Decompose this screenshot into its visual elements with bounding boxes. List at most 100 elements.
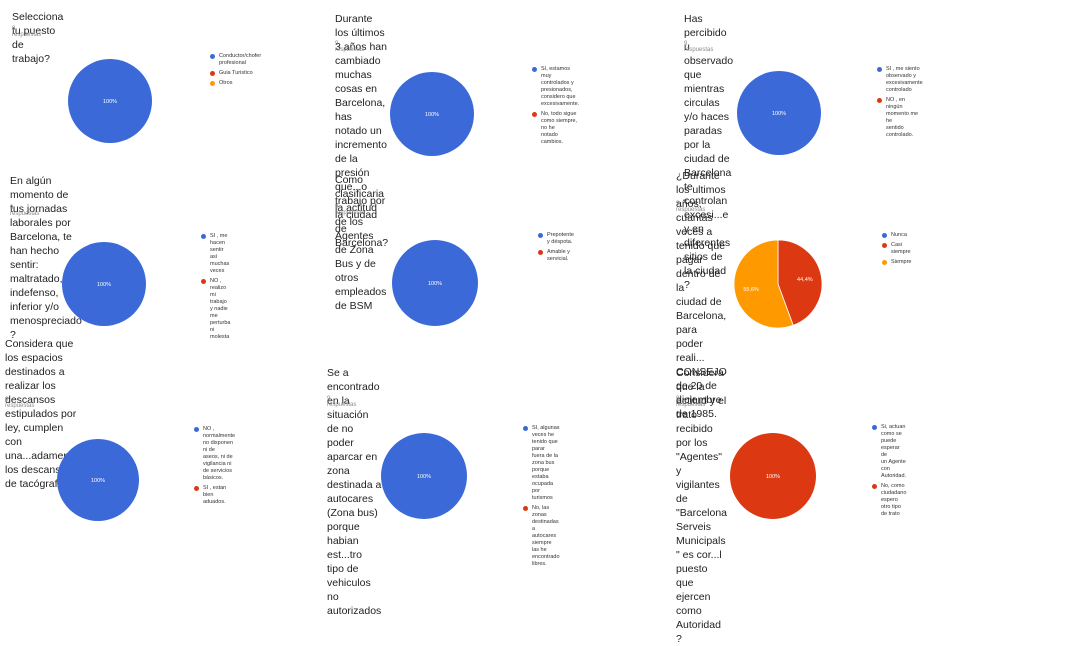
question-title: En algún momento de tus jornadas laboral… <box>10 175 82 341</box>
chart-legend: Sí, estamos muy controlados y presionado… <box>532 66 579 149</box>
pie-chart: 100% <box>390 72 474 156</box>
legend-label: No, todo sigue como siempre, no he notad… <box>541 111 578 145</box>
question-title: ¿Durante los ultimos años, cuantas veces… <box>676 170 727 420</box>
pie-chart: 100% <box>62 242 146 326</box>
pie-slice <box>390 72 474 156</box>
legend-item[interactable]: Nunca <box>882 232 911 239</box>
legend-swatch-icon <box>201 279 206 284</box>
legend-label: Nunca <box>891 232 907 238</box>
response-count: 9 respuestas <box>335 204 365 216</box>
pie-slice <box>392 240 478 326</box>
response-count: 9 respuestas <box>684 41 714 53</box>
question-title: Durante los últimos 3 años han cambiado … <box>335 13 389 249</box>
response-count: 9 respuestas <box>335 41 365 53</box>
legend-swatch-icon <box>201 234 206 239</box>
pie-chart: 100% <box>68 59 152 143</box>
legend-label: Otros <box>219 80 233 86</box>
question-title: Se a encontrado en la situación de no po… <box>327 367 382 617</box>
response-count: 9 respuestas <box>327 396 357 408</box>
legend-swatch-icon <box>882 233 887 238</box>
slice-label: 100% <box>91 478 105 484</box>
pie-slice <box>777 239 823 326</box>
legend-swatch-icon <box>210 54 215 59</box>
legend-item[interactable]: Amable y servicial. <box>538 249 574 263</box>
legend-label: SI , estan bien aduados. <box>203 485 227 505</box>
chart-legend: SI , me hacen sentir así muchas veces NO … <box>201 233 231 344</box>
legend-label: SI , me hacen sentir así muchas veces <box>210 233 230 274</box>
legend-swatch-icon <box>523 426 528 431</box>
chart-legend: Prepotente y déspota. Amable y servicial. <box>538 232 574 266</box>
chart-legend: Nunca Casi siempre Siempre <box>882 232 911 269</box>
legend-label: Si, actuan como se puede esperar de un A… <box>881 424 907 479</box>
legend-item[interactable]: SI , estan bien aduados. <box>194 485 235 506</box>
response-count: 9 respuestas <box>12 26 42 38</box>
legend-label: NO , en ningún momento me he sentido con… <box>886 97 919 138</box>
legend-swatch-icon <box>538 233 543 238</box>
slice-label: 100% <box>425 112 439 118</box>
response-count: 9 respuestas <box>676 396 706 408</box>
legend-item[interactable]: Siempre <box>882 259 911 266</box>
legend-swatch-icon <box>210 81 215 86</box>
slice-label: 100% <box>766 474 780 480</box>
legend-label: Siempre <box>891 259 912 265</box>
legend-item[interactable]: NO , realizo mi trabajo y nadie me pertu… <box>201 278 231 341</box>
legend-item[interactable]: Prepotente y déspota. <box>538 232 574 246</box>
legend-item[interactable]: No, las zonas destinadas a autocares sie… <box>523 505 560 568</box>
legend-swatch-icon <box>523 506 528 511</box>
pie-slice <box>62 242 146 326</box>
legend-label: No, las zonas destinadas a autocares sie… <box>532 505 560 567</box>
slice-label: 100% <box>97 282 111 288</box>
legend-swatch-icon <box>877 67 882 72</box>
slice-label: 44,4% <box>797 277 813 283</box>
legend-label: NO , normalmente no disponen ni de aseos… <box>203 426 236 481</box>
legend-label: SI , me siento observado y excesivamente… <box>886 66 923 93</box>
question-title: Considera que los espacios destinados a … <box>5 338 78 490</box>
chart-legend: NO , normalmente no disponen ni de aseos… <box>194 426 235 509</box>
slice-label: 100% <box>103 99 117 105</box>
legend-label: NO , realizo mi trabajo y nadie me pertu… <box>210 278 231 340</box>
pie-chart: 100% <box>392 240 478 326</box>
legend-label: Sí, estamos muy controlados y presionado… <box>541 66 580 107</box>
legend-item[interactable]: Casi siempre <box>882 242 911 256</box>
legend-item[interactable]: No, todo sigue como siempre, no he notad… <box>532 111 579 146</box>
legend-label: Guia Turistico <box>219 70 253 76</box>
legend-item[interactable]: NO , en ningún momento me he sentido con… <box>877 97 923 139</box>
pie-slice <box>737 71 821 155</box>
slice-label: 55,6% <box>743 287 759 293</box>
pie-chart: 100% <box>57 439 139 521</box>
legend-swatch-icon <box>194 486 199 491</box>
legend-label: Conductor/chofer profesional <box>219 53 262 66</box>
legend-item[interactable]: Conductor/chofer profesional <box>210 53 261 67</box>
legend-swatch-icon <box>210 71 215 76</box>
legend-item[interactable]: SI , me hacen sentir así muchas veces <box>201 233 231 275</box>
legend-item[interactable]: Otros <box>210 80 261 87</box>
legend-label: Amable y servicial. <box>547 249 570 262</box>
response-count: 9 respuestas <box>10 205 40 217</box>
chart-legend: Conductor/chofer profesional Guia Turisti… <box>210 53 261 90</box>
slice-label: 100% <box>428 281 442 287</box>
legend-swatch-icon <box>194 427 199 432</box>
pie-chart: 100% <box>730 433 816 519</box>
pie-chart: 100% <box>381 433 467 519</box>
question-title: Has percibido u observado que mientras c… <box>684 13 734 291</box>
legend-label: SI, algunas veces he tenido que parar fu… <box>532 425 560 501</box>
slice-label: 100% <box>417 474 431 480</box>
legend-item[interactable]: Sí, estamos muy controlados y presionado… <box>532 66 579 108</box>
legend-swatch-icon <box>538 250 543 255</box>
legend-swatch-icon <box>872 425 877 430</box>
legend-label: Prepotente y déspota. <box>547 232 574 245</box>
legend-item[interactable]: Si, actuan como se puede esperar de un A… <box>872 424 906 480</box>
legend-item[interactable]: Guia Turistico <box>210 70 261 77</box>
legend-item[interactable]: NO , normalmente no disponen ni de aseos… <box>194 426 235 482</box>
legend-item[interactable]: No, como ciudadano espero otro tipo de t… <box>872 483 906 518</box>
legend-swatch-icon <box>532 67 537 72</box>
legend-swatch-icon <box>882 243 887 248</box>
pie-slice <box>57 439 139 521</box>
pie-chart: 44,4% 55,6% <box>733 239 823 329</box>
legend-label: Casi siempre <box>891 242 911 255</box>
pie-slice <box>68 59 152 143</box>
question-title: Como clasificaria la actitud de los Agen… <box>335 174 387 312</box>
legend-item[interactable]: SI, algunas veces he tenido que parar fu… <box>523 425 560 502</box>
legend-item[interactable]: SI , me siento observado y excesivamente… <box>877 66 923 94</box>
legend-swatch-icon <box>877 98 882 103</box>
